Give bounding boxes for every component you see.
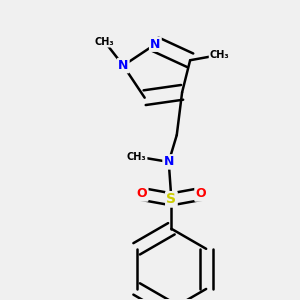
Text: O: O: [137, 188, 147, 200]
Text: N: N: [118, 59, 128, 72]
Text: S: S: [167, 192, 176, 206]
Text: CH₃: CH₃: [95, 37, 114, 46]
Text: N: N: [164, 155, 174, 168]
Text: O: O: [196, 188, 206, 200]
Text: N: N: [150, 38, 161, 51]
Text: CH₃: CH₃: [210, 50, 230, 60]
Text: CH₃: CH₃: [127, 152, 146, 161]
